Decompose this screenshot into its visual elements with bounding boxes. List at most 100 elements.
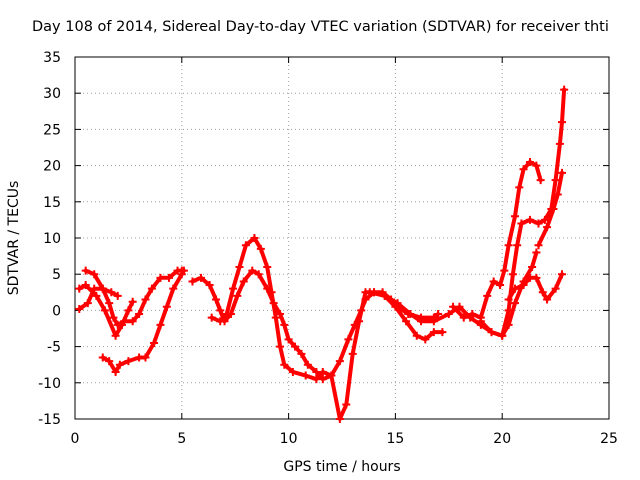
data-point bbox=[241, 241, 250, 250]
data-point bbox=[417, 317, 426, 326]
data-point bbox=[100, 306, 109, 315]
data-point bbox=[429, 317, 438, 326]
data-point bbox=[532, 273, 541, 282]
data-point bbox=[434, 310, 443, 319]
data-point bbox=[124, 306, 133, 315]
y-tick-label: -15 bbox=[38, 412, 61, 428]
data-point bbox=[449, 302, 458, 311]
data-point bbox=[271, 313, 280, 322]
data-point bbox=[519, 165, 528, 174]
data-point bbox=[344, 335, 353, 344]
data-point bbox=[235, 262, 244, 271]
data-point bbox=[406, 310, 415, 319]
data-point bbox=[532, 248, 541, 257]
data-point bbox=[284, 335, 293, 344]
data-point bbox=[115, 360, 124, 369]
data-point bbox=[216, 317, 225, 326]
x-tick-label: 10 bbox=[280, 431, 298, 447]
data-point bbox=[276, 310, 285, 319]
data-point bbox=[147, 284, 156, 293]
data-point bbox=[250, 234, 259, 242]
data-point bbox=[555, 139, 564, 148]
x-tick-label: 20 bbox=[493, 431, 511, 447]
y-tick-label: 35 bbox=[43, 50, 61, 66]
data-point bbox=[551, 284, 560, 293]
data-point bbox=[483, 291, 492, 300]
series-arc-f bbox=[207, 234, 447, 423]
data-point bbox=[297, 349, 306, 358]
series-arc-i bbox=[476, 85, 569, 340]
data-point bbox=[517, 219, 526, 228]
data-point bbox=[141, 353, 150, 362]
data-point bbox=[98, 353, 107, 362]
data-point bbox=[179, 266, 188, 275]
data-point bbox=[476, 317, 485, 326]
data-point bbox=[487, 328, 496, 337]
series-line bbox=[209, 236, 445, 421]
y-tick-label: 15 bbox=[43, 195, 61, 211]
data-point bbox=[233, 291, 242, 300]
data-point bbox=[549, 205, 558, 214]
data-point bbox=[263, 262, 272, 271]
data-point bbox=[105, 299, 114, 308]
data-point bbox=[327, 371, 336, 380]
data-point bbox=[113, 320, 122, 329]
series-line bbox=[77, 283, 135, 338]
data-point bbox=[92, 291, 101, 300]
data-point bbox=[312, 375, 321, 384]
data-point bbox=[280, 320, 289, 329]
data-point bbox=[513, 241, 522, 250]
data-point bbox=[536, 176, 545, 185]
data-point bbox=[365, 288, 374, 297]
data-point bbox=[107, 288, 116, 297]
y-tick-label: 25 bbox=[43, 122, 61, 138]
data-point bbox=[508, 270, 517, 279]
data-point bbox=[515, 183, 524, 192]
data-point bbox=[318, 367, 327, 376]
data-point bbox=[197, 273, 206, 282]
data-point bbox=[438, 328, 447, 337]
y-tick-label: -5 bbox=[47, 340, 61, 356]
data-point bbox=[254, 270, 263, 279]
data-point bbox=[489, 277, 498, 286]
data-point bbox=[525, 157, 534, 166]
y-tick-label: 10 bbox=[43, 231, 61, 247]
data-point bbox=[303, 360, 312, 369]
data-point bbox=[135, 310, 144, 319]
data-point bbox=[75, 304, 84, 313]
data-point bbox=[216, 306, 225, 315]
y-tick-label: -10 bbox=[38, 376, 61, 392]
series-line bbox=[190, 268, 441, 382]
data-point bbox=[111, 367, 120, 376]
x-tick-label: 25 bbox=[600, 431, 618, 447]
data-point bbox=[83, 299, 92, 308]
series-arc-j bbox=[504, 270, 567, 304]
data-point bbox=[525, 215, 534, 224]
data-point bbox=[267, 288, 276, 297]
data-point bbox=[468, 310, 477, 319]
y-tick-label: 30 bbox=[43, 86, 61, 102]
x-axis-label: GPS time / hours bbox=[283, 459, 400, 475]
data-point bbox=[348, 349, 357, 358]
data-point bbox=[511, 284, 520, 293]
y-axis-label: SDTVAR / TECUs bbox=[6, 181, 22, 296]
data-point bbox=[128, 297, 137, 306]
data-point bbox=[141, 295, 150, 304]
data-point bbox=[538, 288, 547, 297]
data-point bbox=[543, 223, 552, 232]
data-point bbox=[402, 317, 411, 326]
data-point bbox=[239, 277, 248, 286]
data-point bbox=[342, 400, 351, 409]
series-line bbox=[451, 160, 543, 320]
data-point bbox=[560, 85, 569, 94]
grid bbox=[75, 57, 609, 419]
data-point bbox=[188, 277, 197, 286]
y-tick-label: 0 bbox=[52, 303, 61, 319]
data-point bbox=[124, 357, 133, 366]
data-point bbox=[534, 219, 543, 228]
series-arc-k bbox=[534, 168, 567, 250]
data-point bbox=[81, 281, 90, 290]
x-tick-label: 5 bbox=[177, 431, 186, 447]
data-point bbox=[169, 284, 178, 293]
data-point bbox=[543, 295, 552, 304]
